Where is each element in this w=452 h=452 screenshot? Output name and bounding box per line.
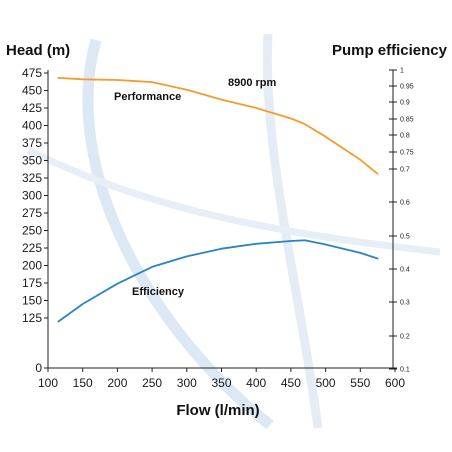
left-tick-label: 225 [22, 241, 42, 255]
left-tick-label: 200 [22, 259, 42, 273]
x-tick-label: 250 [142, 376, 162, 390]
right-tick-label: 0.9 [400, 100, 410, 107]
right-tick-label: 0.5 [400, 234, 410, 241]
left-tick-label: 300 [22, 189, 42, 203]
x-tick-label: 600 [385, 376, 405, 390]
left-tick-label: 325 [22, 171, 42, 185]
background-watermark [26, 33, 441, 430]
tick-labels: 475 450 425 400 375 350 325 300 275 250 225 200 175 1… [22, 66, 414, 390]
right-tick-label: 0.1 [400, 367, 410, 374]
efficiency-curve [57, 239, 379, 323]
left-tick-label: 375 [22, 136, 42, 150]
left-tick-label: 425 [22, 101, 42, 115]
efficiency-label: Efficiency [132, 286, 185, 298]
series-lines [57, 77, 379, 323]
left-axis-title: Head (m) [6, 42, 70, 59]
axes [44, 69, 397, 372]
x-axis-title: Flow (l/min) [176, 402, 259, 419]
right-tick-label: 0.8 [400, 133, 410, 140]
right-tick-label: 0.6 [400, 200, 410, 207]
right-tick-label: 0.7 [400, 167, 410, 174]
rpm-annotation: 8900 rpm [228, 77, 277, 89]
left-tick-label: 450 [22, 84, 42, 98]
x-tick-label: 300 [177, 376, 197, 390]
left-tick-label: 475 [22, 66, 42, 80]
x-tick-label: 400 [246, 376, 266, 390]
right-tick-label: 0.95 [400, 84, 414, 91]
left-tick-label: 275 [22, 206, 42, 220]
x-tick-label: 500 [316, 376, 336, 390]
left-tick-label: 350 [22, 154, 42, 168]
performance-curve [57, 77, 379, 175]
left-tick-label: 125 [22, 311, 42, 325]
x-tick-label: 200 [107, 376, 127, 390]
right-tick-label: 1 [400, 68, 404, 75]
performance-label: Performance [114, 91, 181, 103]
right-tick-label: 0.3 [400, 300, 410, 307]
left-tick-label: 250 [22, 224, 42, 238]
x-tick-label: 550 [350, 376, 370, 390]
right-tick-label: 0.75 [400, 150, 414, 157]
right-tick-label: 0.2 [400, 334, 410, 341]
left-tick-label: 175 [22, 276, 42, 290]
x-tick-label: 450 [281, 376, 301, 390]
right-tick-label: 0.4 [400, 267, 410, 274]
left-tick-label: 150 [22, 294, 42, 308]
x-tick-label: 150 [73, 376, 93, 390]
x-tick-label: 350 [211, 376, 231, 390]
left-tick-label: 0 [35, 361, 42, 375]
right-axis-title: Pump efficiency [332, 42, 448, 59]
right-tick-label: 0.85 [400, 117, 414, 124]
x-tick-label: 100 [38, 376, 58, 390]
left-tick-label: 400 [22, 119, 42, 133]
